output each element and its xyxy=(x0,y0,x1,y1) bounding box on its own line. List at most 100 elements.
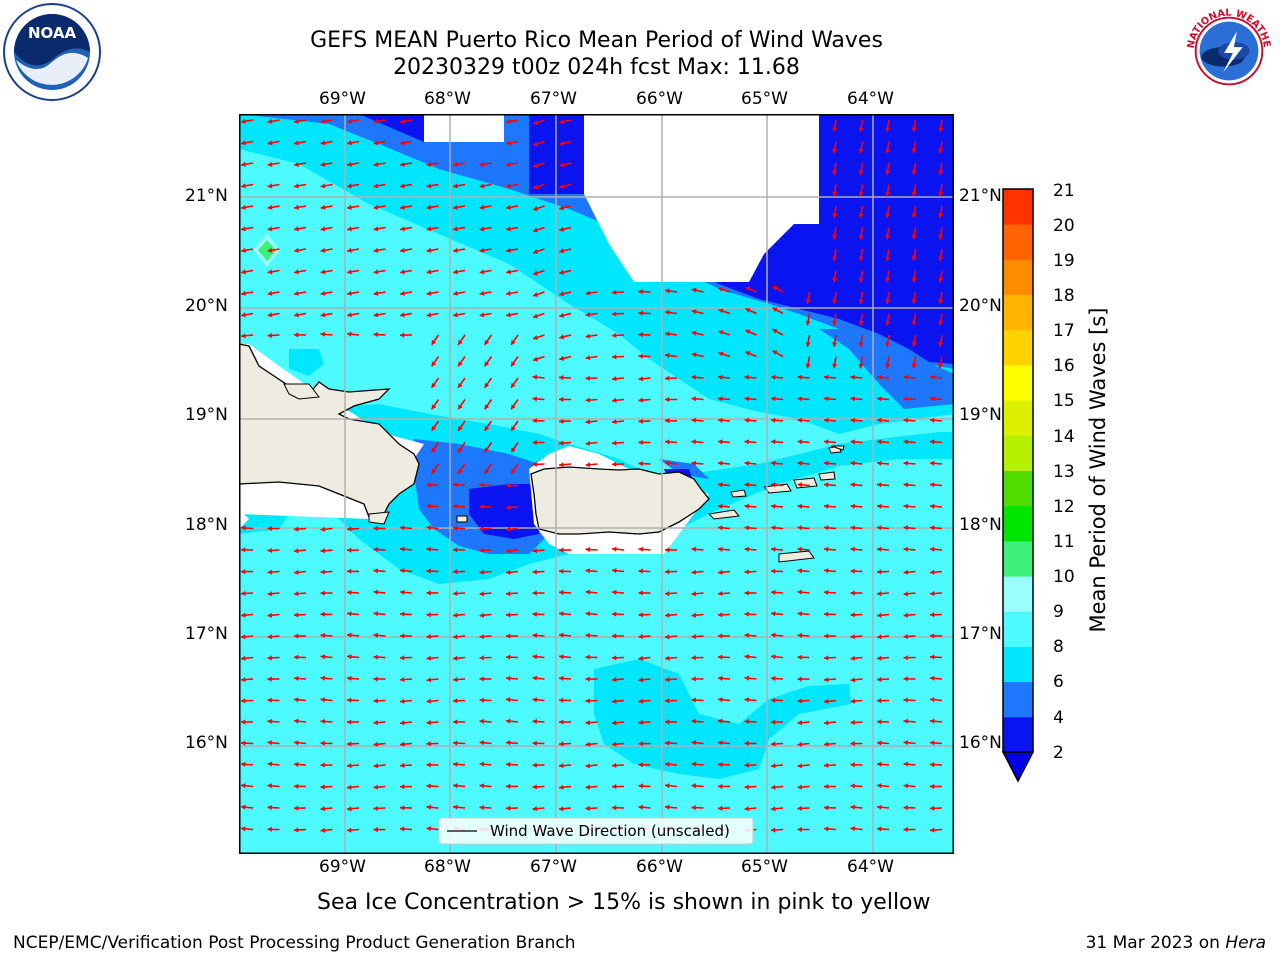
wave-arrow-head xyxy=(320,611,325,617)
wave-arrow-head xyxy=(347,204,352,210)
wave-arrow-head xyxy=(938,256,944,261)
wave-arrow-head xyxy=(885,148,891,154)
wave-arrow-head xyxy=(400,247,405,253)
wave-arrow-head xyxy=(241,312,246,318)
wave-arrow-head xyxy=(241,226,246,232)
wave-arrow-head xyxy=(479,204,485,210)
wave-arrow-head xyxy=(903,740,909,746)
wave-arrow-head xyxy=(797,805,802,811)
wave-arrow-head xyxy=(797,763,803,769)
wave-arrow-head xyxy=(267,676,272,682)
colorbar-tick: 10 xyxy=(1053,567,1075,587)
wave-arrow-head xyxy=(453,804,458,810)
wave-arrow-head xyxy=(373,741,379,747)
wave-arrow-head xyxy=(320,762,325,768)
wave-arrow-head xyxy=(832,342,838,347)
wave-arrow-head xyxy=(431,425,437,431)
wave-arrow-head xyxy=(347,632,352,638)
wave-arrow-head xyxy=(718,351,724,357)
wave-arrow-head xyxy=(506,183,511,189)
wave-arrow-head xyxy=(911,363,917,369)
no-data-region xyxy=(584,114,819,282)
right-lat-label: 19°N xyxy=(959,405,1002,425)
wave-arrow-head xyxy=(938,277,944,283)
wave-arrow-head xyxy=(797,374,803,380)
wave-arrow-head xyxy=(426,826,432,832)
wave-arrow-head xyxy=(267,547,272,553)
wave-arrow-head xyxy=(930,439,935,445)
wave-arrow-head xyxy=(718,374,723,380)
colorbar-tick: 16 xyxy=(1053,356,1075,376)
colorbar-segment xyxy=(1003,224,1033,260)
wave-arrow-head xyxy=(911,342,917,347)
wave-arrow-head xyxy=(506,633,511,639)
wave-arrow-head xyxy=(241,183,246,189)
wave-arrow-head xyxy=(691,439,697,445)
wave-arrow-head xyxy=(241,612,246,618)
wave-arrow-head xyxy=(744,569,749,575)
wave-arrow-head xyxy=(585,632,590,638)
wave-arrow-head xyxy=(718,762,723,768)
footer-date: 31 Mar 2023 on Hera xyxy=(1086,933,1266,953)
wave-arrow-head xyxy=(665,418,670,424)
wave-arrow-head xyxy=(559,547,564,553)
wave-arrow-head xyxy=(612,698,617,704)
wave-arrow-head xyxy=(911,234,917,240)
wave-arrow-head xyxy=(797,654,802,660)
wave-arrow-head xyxy=(426,482,432,488)
wave-arrow-head xyxy=(930,396,935,402)
wave-arrow-head xyxy=(911,191,917,197)
colorbar-title: Mean Period of Wind Waves [s] xyxy=(1086,308,1110,633)
wave-arrow-head xyxy=(877,783,882,789)
wave-arrow-head xyxy=(850,762,855,768)
wave-arrow-head xyxy=(877,826,882,832)
wave-arrow-head xyxy=(426,698,432,704)
wave-arrow-head xyxy=(479,482,484,488)
wave-arrow-head xyxy=(824,589,829,596)
wave-arrow-head xyxy=(903,591,909,597)
wave-arrow-head xyxy=(453,761,458,767)
wave-arrow-head xyxy=(533,141,539,147)
wave-arrow-head xyxy=(744,546,750,552)
wave-arrow-head xyxy=(612,784,617,790)
wave-arrow-head xyxy=(638,376,644,382)
wave-arrow-head xyxy=(532,784,537,790)
wave-arrow-head xyxy=(294,290,299,296)
wave-arrow-head xyxy=(267,140,273,146)
wave-arrow-head xyxy=(858,148,864,154)
wave-arrow-head xyxy=(612,289,617,295)
wave-arrow-head xyxy=(691,783,697,789)
wave-arrow-head xyxy=(930,503,935,509)
wave-arrow-head xyxy=(903,633,908,640)
wave-arrow-head xyxy=(241,247,246,253)
wave-arrow-head xyxy=(850,525,856,531)
bottom-lon-label: 69°W xyxy=(319,857,366,877)
wave-arrow-head xyxy=(426,568,431,574)
colorbar-tick: 17 xyxy=(1053,321,1075,341)
wave-arrow-head xyxy=(745,308,751,313)
wave-arrow-head xyxy=(453,269,458,275)
wave-arrow-head xyxy=(665,460,670,466)
wave-arrow-head xyxy=(484,468,490,474)
wave-arrow-head xyxy=(320,290,326,296)
wave-arrow-head xyxy=(241,783,246,789)
wave-arrow-head xyxy=(479,634,485,640)
wave-arrow-head xyxy=(373,118,379,124)
wave-arrow-head xyxy=(911,148,917,154)
colorbar-tick: 19 xyxy=(1053,251,1075,271)
colorbar-tick: 13 xyxy=(1053,462,1075,482)
wave-arrow-head xyxy=(850,634,856,640)
wave-arrow-head xyxy=(665,676,670,683)
wave-arrow-head xyxy=(559,312,565,318)
wave-arrow-head xyxy=(797,439,803,445)
wave-arrow-head xyxy=(850,590,855,596)
puerto-rico-landmass xyxy=(530,466,710,535)
wave-arrow-head xyxy=(638,590,643,596)
wave-arrow-head xyxy=(858,213,864,218)
wave-arrow-head xyxy=(612,762,617,769)
wave-arrow-head xyxy=(453,247,458,253)
wave-arrow-head xyxy=(638,397,643,403)
wave-arrow-head xyxy=(426,546,432,552)
sea-ice-note: Sea Ice Concentration > 15% is shown in … xyxy=(317,890,931,915)
wave-arrow-head xyxy=(612,720,617,726)
